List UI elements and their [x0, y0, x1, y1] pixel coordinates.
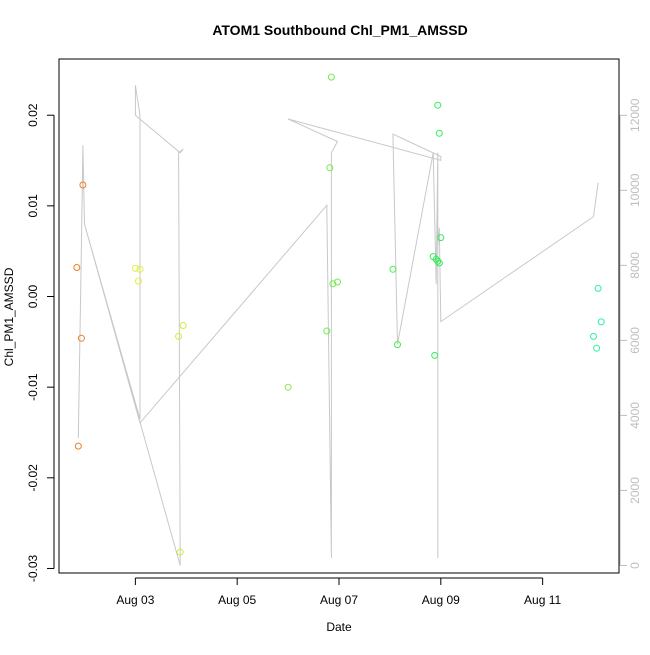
x-tick-label: Aug 05 — [218, 593, 256, 607]
x-axis-label: Date — [326, 620, 352, 634]
y-tick-label: 0.02 — [26, 103, 40, 127]
data-point — [136, 265, 144, 273]
data-point — [434, 101, 442, 109]
data-point — [326, 164, 334, 172]
secondary-y-tick-label: 4000 — [628, 402, 642, 429]
data-point — [79, 181, 87, 189]
data-point — [437, 234, 445, 242]
data-point — [77, 334, 85, 342]
data-point — [175, 332, 183, 340]
secondary-y-tick-label: 0 — [628, 562, 642, 569]
x-tick-label: Aug 11 — [524, 593, 561, 607]
chart-title: ATOM1 Southbound Chl_PM1_AMSSD — [212, 22, 467, 38]
data-point — [179, 322, 187, 329]
data-point — [435, 129, 443, 137]
data-point — [394, 341, 401, 349]
secondary-y-tick-label: 6000 — [628, 327, 642, 354]
data-point — [323, 327, 331, 335]
data-point — [597, 318, 605, 326]
data-point — [131, 264, 139, 272]
data-point — [74, 442, 82, 450]
points-layer — [73, 73, 605, 556]
y-axis-label: Chl_PM1_AMSSD — [2, 267, 16, 366]
x-tick-label: Aug 09 — [422, 593, 460, 607]
axes-layer: -0.03 -0.02 -0.01 0.00 0.01 0.02 Aug 03 Aug 05 A… — [26, 98, 642, 607]
plot-frame — [58, 58, 620, 574]
data-point — [73, 264, 81, 271]
x-tick-label: Aug 03 — [116, 593, 154, 607]
data-point — [431, 351, 439, 359]
y-tick-label: 0.01 — [26, 194, 40, 218]
data-point — [594, 284, 602, 292]
secondary-y-tick-label: 12000 — [628, 98, 642, 132]
data-point — [176, 548, 184, 556]
secondary-y-tick-label: 10000 — [628, 173, 642, 207]
secondary-y-tick-label: 8000 — [628, 252, 642, 279]
y-tick-label: -0.02 — [26, 464, 40, 492]
track-line — [77, 85, 599, 566]
data-point — [134, 277, 142, 285]
data-point — [590, 332, 597, 340]
y-tick-label: -0.03 — [26, 554, 40, 582]
line-series-layer — [77, 85, 599, 566]
data-point — [329, 280, 337, 288]
data-point — [434, 257, 442, 265]
data-point — [435, 259, 443, 267]
y-tick-label: 0.00 — [26, 285, 40, 309]
data-point — [334, 278, 341, 286]
x-tick-label: Aug 07 — [320, 593, 358, 607]
data-point — [327, 73, 335, 81]
y-tick-label: -0.01 — [26, 373, 40, 401]
data-point — [284, 383, 292, 391]
secondary-y-tick-label: 2000 — [628, 477, 642, 504]
data-point — [389, 265, 397, 273]
data-point — [593, 344, 601, 352]
